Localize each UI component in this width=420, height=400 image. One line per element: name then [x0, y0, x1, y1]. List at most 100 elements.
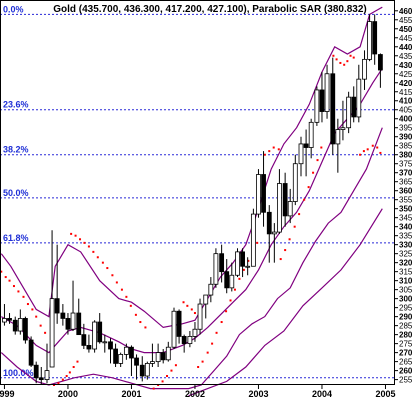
y-tick-label: 360 — [399, 187, 413, 196]
candle-body — [203, 294, 209, 305]
candle-body — [160, 352, 166, 361]
y-tick-label: 280 — [399, 331, 413, 340]
sar-dot — [263, 153, 266, 156]
candle-body — [287, 201, 293, 217]
y-tick-label: 300 — [399, 295, 413, 304]
y-tick-label: 415 — [399, 88, 413, 97]
candle-body — [97, 321, 103, 343]
sar-dot — [70, 232, 73, 235]
sar-dot — [26, 303, 29, 306]
y-tick-label: 355 — [399, 196, 413, 205]
sar-dot — [92, 250, 95, 253]
fib-label-2: 38.2% — [3, 145, 29, 155]
x-tick-label: 2002 — [185, 389, 205, 399]
sar-dot — [4, 276, 7, 279]
sar-dot — [170, 369, 173, 372]
parabolic-sar — [0, 54, 382, 390]
sar-dot — [316, 159, 319, 162]
candle-body — [176, 310, 182, 337]
y-tick-label: 410 — [399, 97, 413, 106]
sar-dot — [225, 310, 228, 313]
candle-body — [65, 318, 71, 330]
candle-body — [256, 174, 261, 215]
y-tick-label: 270 — [399, 349, 413, 358]
y-tick-label: 265 — [399, 358, 413, 367]
sar-dot — [101, 261, 104, 264]
sar-dot — [320, 146, 323, 149]
candle-body — [213, 253, 219, 285]
candle-body — [49, 298, 55, 368]
candle-body — [7, 318, 12, 321]
sar-dot — [343, 63, 346, 66]
candle-body — [144, 363, 150, 377]
candle-body — [113, 348, 118, 364]
sar-dot — [288, 238, 291, 241]
candle-body — [192, 328, 198, 337]
sar-dot — [379, 151, 382, 154]
y-tick-label: 445 — [399, 34, 413, 43]
y-tick-label: 285 — [399, 322, 413, 331]
y-tick-label: 325 — [399, 250, 413, 259]
candle-body — [12, 319, 18, 332]
y-tick-label: 390 — [399, 133, 413, 142]
candle-body — [155, 352, 161, 363]
y-tick-label: 340 — [399, 223, 413, 232]
candle-body — [372, 21, 378, 55]
sar-dot — [312, 171, 315, 174]
candle-body — [23, 318, 28, 341]
candle-body — [282, 183, 288, 217]
candle-body — [335, 129, 341, 145]
y-axis: 2552602652702752802852902953003053103153… — [395, 7, 413, 385]
y-tick-label: 320 — [399, 259, 413, 268]
candle-body — [261, 174, 266, 213]
candle-body — [102, 341, 108, 344]
candle-body — [123, 346, 129, 355]
sar-dot — [76, 360, 79, 363]
candle-body — [108, 341, 113, 350]
sar-dot — [359, 153, 362, 156]
y-tick-label: 370 — [399, 169, 413, 178]
candle-body — [245, 265, 251, 268]
sar-dot — [206, 351, 209, 354]
candle-body — [208, 283, 214, 296]
candle-body — [76, 312, 82, 336]
candle-body — [60, 312, 66, 319]
sar-dot — [197, 366, 200, 369]
sar-dot — [166, 375, 169, 378]
sar-dot — [277, 148, 280, 151]
sar-dot — [256, 241, 259, 244]
sar-dot — [298, 213, 301, 216]
candle-body — [314, 89, 320, 123]
sar-dot — [366, 148, 369, 151]
plot-frame — [0, 0, 395, 385]
x-tick-label: 2004 — [312, 389, 332, 399]
candle-body — [219, 253, 225, 273]
candle-body — [187, 336, 193, 345]
y-tick-label: 330 — [399, 241, 413, 250]
sar-dot — [115, 281, 118, 284]
candle-body — [150, 361, 155, 364]
sar-dot — [106, 267, 109, 270]
y-tick-label: 260 — [399, 367, 413, 376]
candle-body — [54, 298, 60, 314]
y-tick-label: 335 — [399, 232, 413, 241]
sar-dot — [362, 150, 365, 153]
y-tick-label: 310 — [399, 277, 413, 286]
candle-body — [298, 143, 304, 165]
fib-label-4: 61.8% — [3, 233, 29, 243]
sar-dot — [211, 342, 214, 345]
sar-dot — [125, 295, 128, 298]
sar-dot — [220, 321, 223, 324]
y-tick-label: 405 — [399, 106, 413, 115]
sar-dot — [68, 371, 71, 374]
y-tick-label: 295 — [399, 304, 413, 313]
candle-body — [129, 346, 134, 359]
sar-dot — [215, 331, 218, 334]
sar-dot — [174, 364, 177, 367]
sar-dot — [120, 288, 123, 291]
sar-dot — [272, 146, 275, 149]
x-tick-label: 2005 — [375, 389, 395, 399]
sar-dot — [0, 270, 3, 273]
